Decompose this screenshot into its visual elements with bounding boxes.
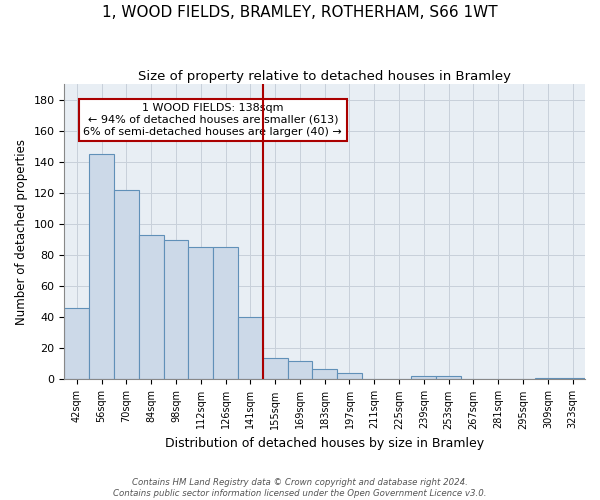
Title: Size of property relative to detached houses in Bramley: Size of property relative to detached ho… [138,70,511,83]
Bar [89,154,114,380]
Bar [238,318,263,380]
Bar [114,190,139,380]
Y-axis label: Number of detached properties: Number of detached properties [15,139,28,325]
Bar [139,235,164,380]
Bar [560,378,585,380]
Bar [287,361,313,380]
X-axis label: Distribution of detached houses by size in Bramley: Distribution of detached houses by size … [165,437,484,450]
Bar [436,376,461,380]
Bar [64,308,89,380]
Bar [535,378,560,380]
Bar [337,373,362,380]
Bar [188,248,213,380]
Bar [263,358,287,380]
Text: 1 WOOD FIELDS: 138sqm
← 94% of detached houses are smaller (613)
6% of semi-deta: 1 WOOD FIELDS: 138sqm ← 94% of detached … [83,104,342,136]
Text: 1, WOOD FIELDS, BRAMLEY, ROTHERHAM, S66 1WT: 1, WOOD FIELDS, BRAMLEY, ROTHERHAM, S66 … [102,5,498,20]
Bar [164,240,188,380]
Text: Contains HM Land Registry data © Crown copyright and database right 2024.
Contai: Contains HM Land Registry data © Crown c… [113,478,487,498]
Bar [313,368,337,380]
Bar [213,248,238,380]
Bar [412,376,436,380]
